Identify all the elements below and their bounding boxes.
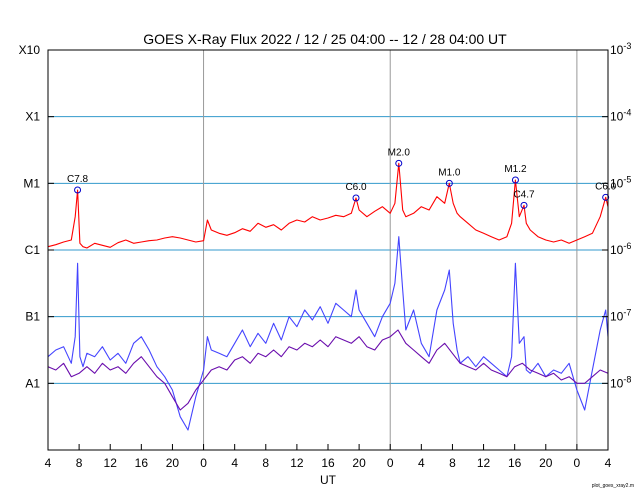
right-tick-label: 10-7 (610, 308, 631, 324)
flare-class-label: M1.0 (438, 167, 461, 178)
x-tick-label: 16 (321, 456, 335, 470)
right-tick-label: 10-5 (610, 174, 631, 190)
flux-series-line-1 (47, 236, 609, 431)
x-tick-label: 4 (231, 456, 238, 470)
x-tick-label: 8 (76, 456, 83, 470)
x-tick-label: 20 (352, 456, 366, 470)
left-tick-label: C1 (25, 243, 41, 257)
flare-peak-marker (395, 159, 403, 167)
x-tick-label: 16 (135, 456, 149, 470)
right-tick-base: 10 (610, 110, 624, 124)
flare-class-label: C4.7 (513, 189, 535, 200)
x-tick-label: 16 (508, 456, 522, 470)
flare-peak-marker (511, 176, 519, 184)
flux-series-line-2 (47, 329, 609, 411)
x-tick-label: 4 (45, 456, 52, 470)
x-axis-label: UT (320, 473, 337, 487)
left-tick-label: B1 (25, 310, 40, 324)
right-tick-base: 10 (610, 310, 624, 324)
right-tick-exponent: -5 (623, 174, 631, 184)
flare-peak-marker (445, 179, 453, 187)
left-tick-label: X10 (19, 43, 41, 57)
flare-peak-marker (520, 201, 528, 209)
x-tick-label: 20 (166, 456, 180, 470)
x-tick-label: 20 (539, 456, 553, 470)
right-tick-label: 10-8 (610, 374, 631, 390)
right-tick-base: 10 (610, 376, 624, 390)
x-tick-label: 8 (262, 456, 269, 470)
right-tick-base: 10 (610, 176, 624, 190)
right-tick-label: 10-4 (610, 108, 631, 124)
chart-title: GOES X-Ray Flux 2022 / 12 / 25 04:00 -- … (143, 31, 507, 47)
right-tick-label: 10-3 (610, 41, 631, 57)
right-tick-exponent: -3 (623, 41, 631, 51)
grid-layer (48, 50, 608, 450)
x-tick-label: 4 (605, 456, 612, 470)
flare-peak-marker (602, 193, 610, 201)
flare-peak-marker (74, 186, 82, 194)
flare-class-label: C6.0 (595, 181, 617, 192)
x-tick-label: 4 (418, 456, 425, 470)
x-tick-label: 12 (104, 456, 118, 470)
right-tick-exponent: -6 (623, 241, 631, 251)
x-tick-label: 0 (574, 456, 581, 470)
flux-series-line-0 (47, 162, 609, 249)
credit-text: plot_goes_xray2.m (592, 483, 634, 489)
flare-marker-layer: C7.8 C6.0 M2.0 M1.0 M1.2 C4.7 C6.0 (67, 147, 617, 209)
right-tick-exponent: -4 (623, 108, 631, 118)
x-tick-label: 0 (200, 456, 207, 470)
x-tick-label: 0 (387, 456, 394, 470)
left-tick-label: M1 (23, 176, 40, 190)
left-tick-label: X1 (25, 110, 40, 124)
x-tick-label: 12 (477, 456, 491, 470)
series-layer (47, 162, 609, 431)
x-tick-label: 8 (449, 456, 456, 470)
flare-class-label: C6.0 (345, 182, 367, 193)
x-tick-label: 12 (290, 456, 304, 470)
right-tick-exponent: -7 (623, 308, 631, 318)
right-tick-label: 10-6 (610, 241, 631, 257)
right-tick-base: 10 (610, 243, 624, 257)
left-tick-label: A1 (25, 376, 40, 390)
right-tick-base: 10 (610, 43, 624, 57)
right-tick-exponent: -8 (623, 374, 631, 384)
flare-class-label: M1.2 (504, 164, 527, 175)
flare-class-label: M2.0 (388, 147, 411, 158)
flare-peak-marker (352, 194, 360, 202)
flare-class-label: C7.8 (67, 174, 89, 185)
